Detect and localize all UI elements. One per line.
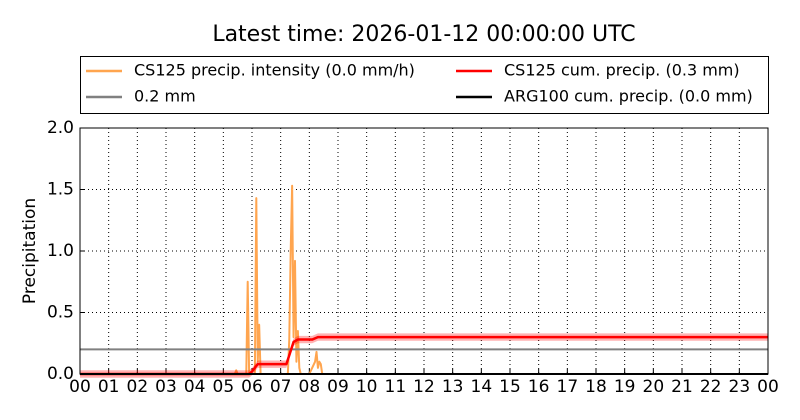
x-tick-label: 05 bbox=[213, 377, 235, 397]
x-tick-label: 23 bbox=[729, 377, 751, 397]
x-tick-label: 04 bbox=[184, 377, 206, 397]
x-tick-label: 20 bbox=[643, 377, 665, 397]
x-tick-label: 22 bbox=[700, 377, 722, 397]
y-tick-label: 0.5 bbox=[47, 303, 74, 323]
y-tick-label: 2.0 bbox=[47, 118, 74, 138]
x-tick-label: 15 bbox=[499, 377, 521, 397]
x-tick-label: 00 bbox=[69, 377, 91, 397]
x-tick-label: 16 bbox=[528, 377, 550, 397]
x-tick-label: 08 bbox=[299, 377, 321, 397]
data-line bbox=[80, 335, 768, 376]
legend-label: ARG100 cum. precip. (0.0 mm) bbox=[504, 87, 753, 106]
x-tick-label: 14 bbox=[471, 377, 493, 397]
data-line bbox=[80, 184, 324, 375]
chart-title: Latest time: 2026-01-12 00:00:00 UTC bbox=[212, 22, 635, 47]
legend-label: 0.2 mm bbox=[134, 87, 196, 106]
x-tick-label: 09 bbox=[327, 377, 349, 397]
plot-frame bbox=[79, 127, 769, 375]
y-axis-label: Precipitation bbox=[20, 198, 40, 304]
legend-label: CS125 precip. intensity (0.0 mm/h) bbox=[134, 61, 415, 80]
legend-label: CS125 cum. precip. (0.3 mm) bbox=[504, 61, 740, 80]
x-tick-label: 01 bbox=[98, 377, 120, 397]
x-tick-label: 18 bbox=[585, 377, 607, 397]
y-tick-label: 1.0 bbox=[47, 241, 74, 261]
x-tick-label: 07 bbox=[270, 377, 292, 397]
x-tick-label: 12 bbox=[413, 377, 435, 397]
x-tick-label: 19 bbox=[614, 377, 636, 397]
x-tick-label: 00 bbox=[757, 377, 779, 397]
x-tick-label: 21 bbox=[671, 377, 693, 397]
x-tick-label: 06 bbox=[241, 377, 263, 397]
legend bbox=[80, 56, 769, 114]
x-tick-label: 03 bbox=[155, 377, 177, 397]
x-tick-label: 13 bbox=[442, 377, 464, 397]
y-tick-label: 0.0 bbox=[47, 364, 74, 384]
x-tick-label: 02 bbox=[127, 377, 149, 397]
x-tick-label: 17 bbox=[557, 377, 579, 397]
x-tick-label: 11 bbox=[385, 377, 407, 397]
x-tick-label: 10 bbox=[356, 377, 378, 397]
y-tick-label: 1.5 bbox=[47, 180, 74, 200]
